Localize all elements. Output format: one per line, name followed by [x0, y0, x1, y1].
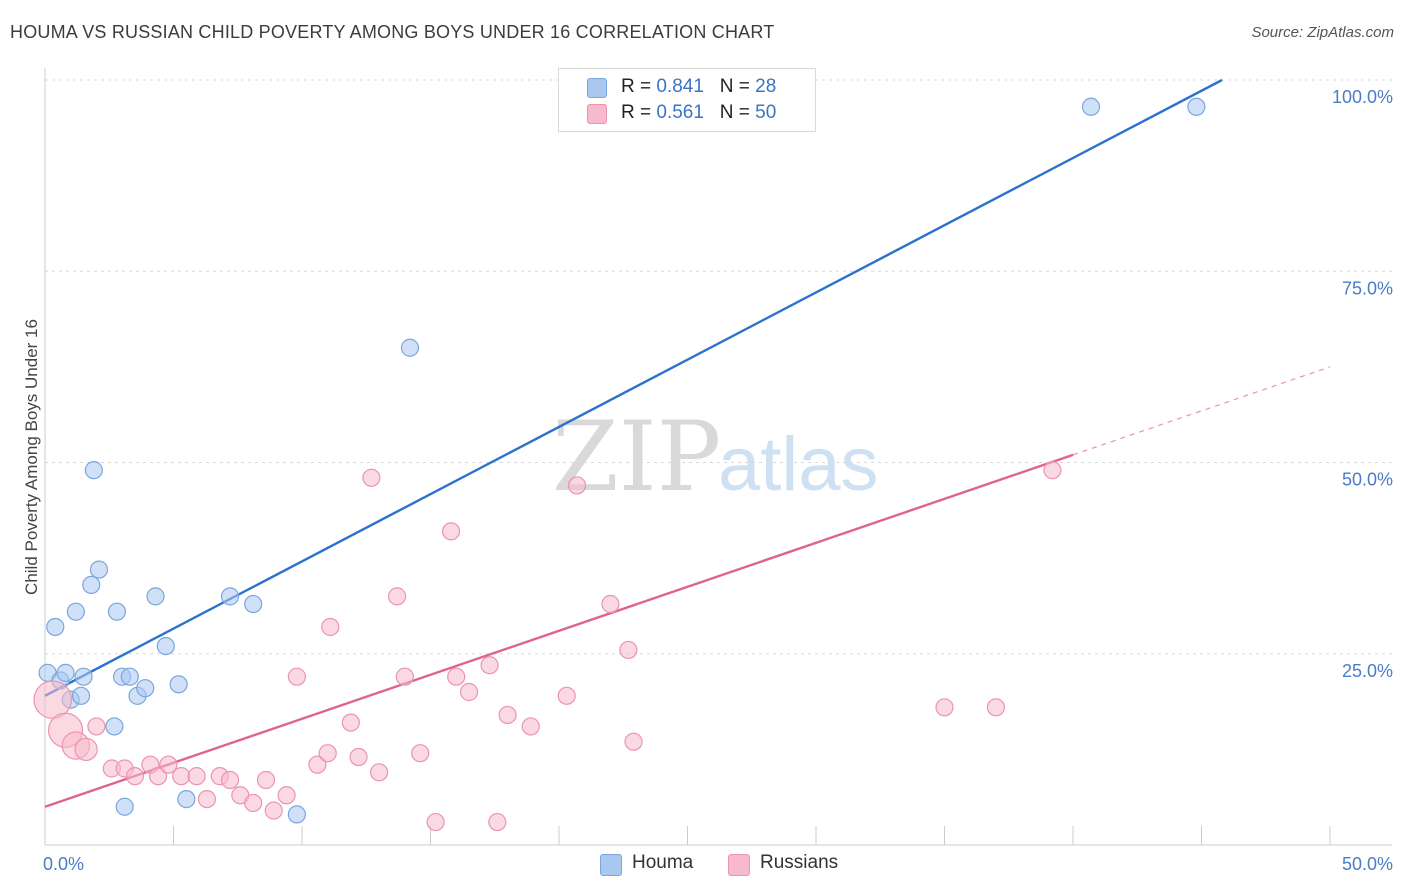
point-russians — [220, 770, 240, 790]
point-houma — [66, 602, 85, 621]
legend-swatch-houma — [600, 854, 622, 876]
point-russians — [387, 587, 407, 606]
point-houma — [220, 587, 240, 606]
point-russians — [557, 686, 576, 705]
point-houma — [107, 602, 127, 621]
x-tick-label: 0.0% — [43, 854, 84, 874]
chart-source: Source: ZipAtlas.com — [1251, 24, 1394, 41]
y-tick-label: 50.0% — [1342, 470, 1393, 490]
stats-box: R = 0.841 N = 28 R = 0.561 N = 50 — [558, 68, 816, 132]
point-russians — [498, 705, 517, 725]
point-russians — [488, 812, 507, 832]
y-axis-label: Child Poverty Among Boys Under 16 — [22, 319, 41, 595]
point-russians — [277, 786, 296, 805]
point-houma — [146, 587, 165, 606]
point-russians — [362, 468, 381, 487]
point-russians — [148, 767, 168, 786]
tick-labels: 25.0% 50.0% 75.0% 100.0% 0.0% 50.0% — [43, 87, 1393, 874]
legend: Houma Russians — [0, 852, 1406, 878]
houma-swatch — [587, 78, 607, 98]
point-houma — [177, 789, 196, 809]
point-russians — [1043, 461, 1062, 480]
point-russians — [87, 717, 106, 736]
legend-label-russians: Russians — [760, 852, 839, 873]
legend-label-houma: Houma — [632, 852, 694, 873]
point-russians — [567, 476, 587, 495]
point-houma — [169, 675, 188, 694]
point-russians — [308, 755, 327, 774]
point-russians — [601, 594, 620, 614]
point-russians — [624, 732, 643, 751]
n-value: 50 — [755, 102, 777, 123]
point-houma — [136, 679, 155, 698]
point-russians — [318, 744, 337, 763]
point-russians — [256, 770, 276, 790]
point-russians — [187, 767, 206, 786]
point-russians — [125, 767, 145, 786]
point-russians — [197, 789, 217, 809]
point-russians — [619, 640, 638, 660]
point-russians — [264, 801, 283, 820]
point-russians — [411, 744, 430, 763]
point-russians — [441, 522, 461, 541]
y-tick-label: 75.0% — [1342, 278, 1393, 298]
point-russians — [521, 717, 540, 736]
y-tick-label: 25.0% — [1342, 661, 1393, 681]
point-houma — [156, 636, 175, 656]
point-houma — [105, 717, 124, 736]
point-houma — [1187, 97, 1206, 116]
point-russians — [395, 667, 414, 686]
r-label: R = — [621, 102, 657, 123]
r-label: R = — [621, 76, 657, 97]
point-russians — [287, 667, 306, 686]
watermark: ZIP atlas — [552, 401, 879, 513]
n-value: 28 — [755, 76, 777, 97]
point-houma — [287, 805, 306, 824]
russians-swatch — [587, 104, 607, 124]
trend-line-russians — [44, 453, 1074, 808]
point-russians — [244, 793, 263, 813]
trend-line-houma — [44, 78, 1223, 697]
chart-title: HOUMA VS RUSSIAN CHILD POVERTY AMONG BOY… — [10, 22, 775, 42]
point-houma — [56, 663, 75, 682]
point-russians — [349, 747, 368, 767]
y-tick-label: 100.0% — [1332, 87, 1393, 107]
n-label: N = — [719, 102, 756, 123]
point-houma — [244, 594, 263, 614]
trend-lines — [44, 78, 1331, 808]
point-russians — [321, 617, 340, 637]
grid-lines — [45, 79, 1392, 655]
point-houma — [71, 686, 91, 705]
point-russians — [370, 763, 389, 782]
point-russians — [159, 755, 178, 774]
x-tick-label: 50.0% — [1342, 854, 1393, 874]
legend-swatch-russians — [728, 854, 750, 876]
r-value: 0.561 — [656, 102, 704, 123]
watermark-zip: ZIP — [552, 401, 721, 513]
trend-line-extension-russians — [1072, 366, 1331, 456]
point-houma — [82, 575, 101, 595]
point-russians — [480, 656, 499, 675]
point-russians — [74, 737, 98, 762]
point-houma — [74, 667, 93, 686]
point-russians — [426, 812, 445, 832]
point-russians — [986, 698, 1006, 717]
r-value: 0.841 — [656, 76, 704, 97]
n-label: N = — [719, 76, 756, 97]
point-houma — [1081, 97, 1101, 116]
point-houma — [46, 617, 65, 637]
point-houma — [84, 461, 103, 480]
point-houma — [115, 797, 134, 816]
data-points — [33, 70, 1206, 832]
point-houma — [400, 338, 420, 357]
watermark-atlas: atlas — [718, 422, 879, 507]
point-russians — [935, 698, 954, 717]
point-russians — [172, 767, 191, 786]
point-russians — [447, 667, 466, 686]
point-russians — [459, 682, 479, 702]
point-houma — [120, 667, 139, 686]
point-russians — [341, 713, 360, 732]
point-houma — [89, 560, 109, 579]
